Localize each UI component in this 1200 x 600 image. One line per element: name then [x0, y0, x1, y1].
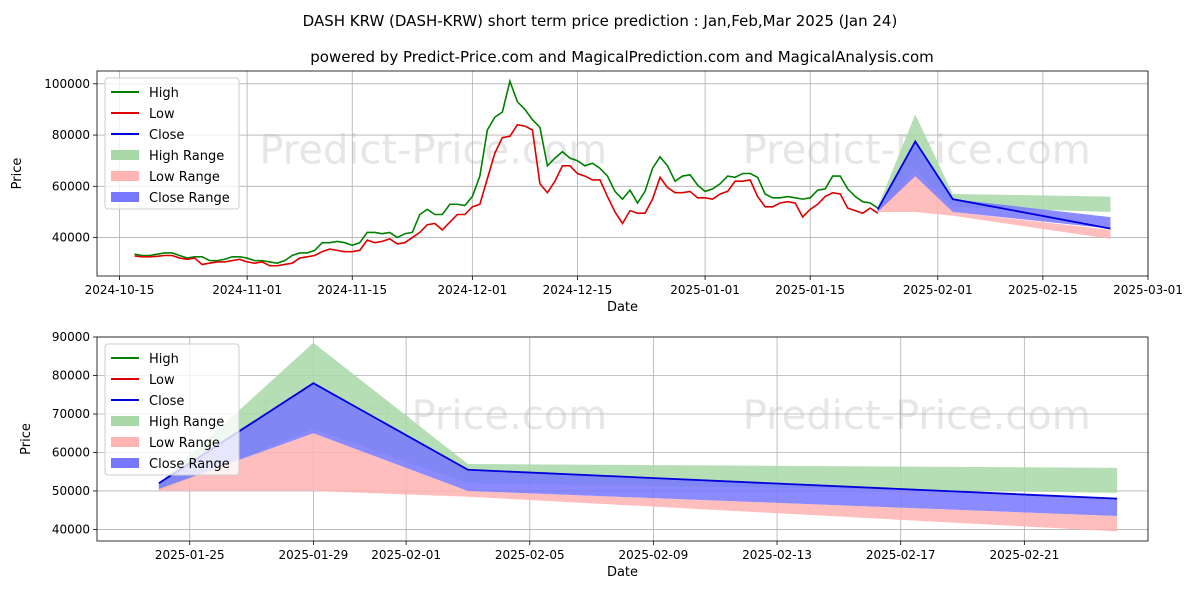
close-range-band — [158, 383, 1118, 516]
close-range-band — [877, 140, 1111, 229]
x-tick-label: 2024-12-15 — [543, 283, 613, 297]
x-tick-label: 2025-03-01 — [1113, 283, 1183, 297]
legend-label: High Range — [149, 149, 224, 164]
y-tick-label: 40000 — [52, 231, 90, 245]
x-tick-label: 2025-02-01 — [903, 283, 973, 297]
high-series-line — [134, 78, 879, 265]
x-tick-label: 2025-02-13 — [742, 548, 812, 562]
x-tick-label: 2025-02-15 — [1008, 283, 1078, 297]
x-tick-label: 2025-02-01 — [371, 548, 441, 562]
y-tick-label: 50000 — [52, 484, 90, 498]
legend-label: Low — [149, 373, 175, 388]
x-axis-label: Date — [607, 300, 638, 315]
legend-label: High — [149, 352, 179, 367]
x-tick-label: 2025-02-17 — [866, 548, 936, 562]
legend-swatch — [111, 150, 139, 160]
legend-swatch — [111, 192, 139, 202]
y-tick-label: 60000 — [52, 179, 90, 193]
chart-subtitle: powered by Predict-Price.com and Magical… — [310, 48, 934, 66]
x-tick-label: 2024-10-15 — [85, 283, 155, 297]
legend-label: Close Range — [149, 191, 230, 206]
bottom-chart-panel: Predict-Price.com Predict-Price.com2025-0… — [19, 330, 1149, 580]
x-tick-label: 2025-02-21 — [989, 548, 1059, 562]
y-tick-label: 70000 — [52, 407, 90, 421]
legend-label: Low Range — [149, 170, 220, 185]
legend-swatch — [111, 416, 139, 426]
plot-frame — [96, 336, 1149, 542]
legend-label: High — [149, 86, 179, 101]
legend-swatch — [111, 458, 139, 468]
x-tick-label: 2025-02-09 — [619, 548, 689, 562]
y-axis-label: Price — [10, 158, 25, 190]
close-series-line — [876, 139, 1111, 230]
legend-label: Close — [149, 128, 184, 143]
y-tick-label: 80000 — [52, 368, 90, 382]
plot-frame — [96, 70, 1149, 277]
chart-title: DASH KRW (DASH-KRW) short term price pre… — [303, 12, 898, 30]
x-tick-label: 2025-02-05 — [495, 548, 565, 562]
y-axis-label: Price — [19, 423, 34, 455]
y-tick-label: 90000 — [52, 330, 90, 344]
watermark-text: Predict-Price.com — [743, 393, 1091, 439]
top-chart-panel: Predict-Price.comPredict-Price.com2024-1… — [10, 70, 1183, 315]
x-axis-label: Date — [607, 565, 638, 580]
x-tick-label: 2025-01-01 — [670, 283, 740, 297]
y-tick-label: 40000 — [52, 522, 90, 536]
x-tick-label: 2024-11-01 — [212, 283, 282, 297]
legend-label: Close — [149, 394, 184, 409]
x-tick-label: 2024-12-01 — [437, 283, 507, 297]
y-tick-label: 60000 — [52, 445, 90, 459]
x-tick-label: 2025-01-15 — [775, 283, 845, 297]
legend-label: Low — [149, 107, 175, 122]
y-tick-label: 80000 — [52, 128, 90, 142]
legend-swatch — [111, 171, 139, 181]
low-range-band — [158, 433, 1118, 532]
low-series-line — [134, 123, 879, 267]
legend-label: Close Range — [149, 457, 230, 472]
legend-label: High Range — [149, 415, 224, 430]
low-range-band — [877, 173, 1111, 239]
x-tick-label: 2024-11-15 — [317, 283, 387, 297]
x-tick-label: 2025-01-25 — [155, 548, 225, 562]
x-tick-label: 2025-01-29 — [279, 548, 349, 562]
legend-label: Low Range — [149, 436, 220, 451]
watermark-text: Predict-Price.com — [259, 127, 607, 173]
legend-swatch — [111, 437, 139, 447]
y-tick-label: 100000 — [44, 77, 90, 91]
